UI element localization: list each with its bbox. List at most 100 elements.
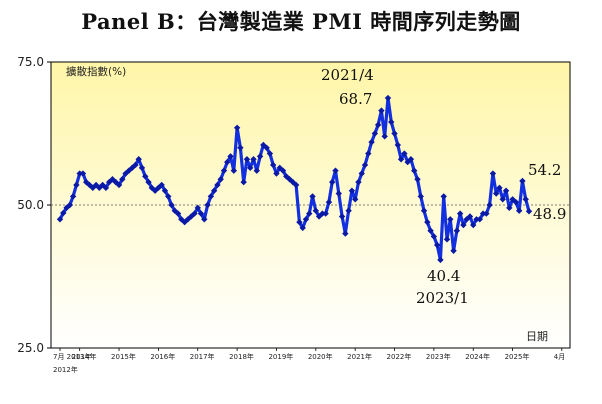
x-tick-label: 2025年 bbox=[505, 352, 530, 361]
x-tick-label: 2020年 bbox=[308, 352, 333, 361]
data-point-marker bbox=[486, 201, 493, 209]
data-point-marker bbox=[174, 210, 182, 217]
data-point-marker bbox=[335, 190, 342, 197]
data-point-marker bbox=[191, 210, 198, 217]
data-point-marker bbox=[473, 216, 480, 223]
data-point-marker bbox=[112, 178, 119, 186]
data-point-marker bbox=[483, 210, 490, 217]
data-point-marker bbox=[420, 207, 428, 214]
data-point-marker bbox=[201, 216, 208, 223]
data-point-marker bbox=[476, 216, 484, 223]
data-point-marker bbox=[217, 176, 224, 183]
data-point-marker bbox=[299, 224, 306, 232]
data-point-marker bbox=[161, 187, 169, 194]
x-axis-start-year: 2012年 bbox=[53, 365, 78, 374]
x-tick-label: 4月 bbox=[554, 353, 565, 361]
annotation-peak-date: 2021/4 bbox=[321, 66, 374, 84]
data-point-marker bbox=[319, 210, 326, 217]
annotations: 2021/4 68.7 40.4 2023/1 54.2 48.9 bbox=[321, 66, 566, 307]
data-point-marker bbox=[391, 130, 398, 137]
data-point-marker bbox=[312, 207, 320, 214]
annotation-trough-value: 40.4 bbox=[427, 267, 460, 285]
data-point-marker bbox=[332, 167, 339, 174]
data-point-marker bbox=[220, 167, 228, 174]
x-tick-label: 2023年 bbox=[426, 352, 451, 361]
data-point-marker bbox=[378, 107, 385, 114]
data-point-marker bbox=[525, 208, 533, 215]
annotation-trough-date: 2023/1 bbox=[416, 289, 469, 307]
y-tick-label: 25.0 bbox=[17, 341, 44, 355]
data-point-marker bbox=[69, 193, 77, 200]
data-point-marker bbox=[384, 94, 392, 102]
pmi-markers bbox=[56, 94, 533, 264]
data-point-marker bbox=[348, 187, 356, 194]
data-point-marker bbox=[181, 218, 188, 226]
data-point-marker bbox=[447, 216, 454, 223]
data-point-marker bbox=[358, 170, 365, 177]
x-tick-label: 2019年 bbox=[268, 352, 293, 361]
chart-title: Panel B：台灣製造業 PMI 時間序列走勢圖 bbox=[81, 9, 521, 34]
x-tick-label: 2014年 bbox=[72, 352, 97, 361]
data-point-marker bbox=[489, 170, 497, 177]
data-point-marker bbox=[368, 138, 375, 146]
data-point-marker bbox=[214, 181, 221, 189]
data-point-marker bbox=[165, 193, 172, 200]
data-point-marker bbox=[460, 221, 467, 229]
x-tick-label: 2024年 bbox=[465, 352, 490, 361]
data-point-marker bbox=[417, 193, 424, 200]
data-point-marker bbox=[315, 213, 323, 220]
data-point-marker bbox=[210, 187, 218, 194]
data-point-marker bbox=[512, 198, 520, 206]
data-point-marker bbox=[365, 150, 372, 157]
data-point-marker bbox=[453, 227, 461, 234]
data-point-marker bbox=[187, 213, 195, 220]
data-point-marker bbox=[440, 193, 447, 200]
data-point-marker bbox=[519, 177, 526, 185]
data-point-marker bbox=[260, 141, 267, 149]
data-point-marker bbox=[56, 216, 64, 223]
data-point-marker bbox=[470, 221, 477, 229]
data-point-marker bbox=[355, 178, 362, 186]
data-point-marker bbox=[168, 201, 175, 209]
data-point-marker bbox=[194, 204, 201, 212]
data-point-marker bbox=[309, 193, 316, 200]
data-point-marker bbox=[496, 184, 503, 192]
data-point-marker bbox=[401, 150, 408, 157]
data-point-marker bbox=[266, 150, 274, 157]
data-point-marker bbox=[250, 156, 257, 163]
data-point-marker bbox=[414, 176, 421, 183]
data-point-marker bbox=[325, 198, 333, 206]
data-point-marker bbox=[427, 227, 434, 234]
data-point-marker bbox=[269, 161, 277, 169]
x-tick-label: 2018年 bbox=[229, 352, 254, 361]
y-axis-ticks: 75.0 50.0 25.0 bbox=[17, 55, 51, 355]
x-tick-label: 7月 2013年 bbox=[53, 352, 92, 361]
data-point-marker bbox=[197, 210, 205, 217]
data-point-marker bbox=[207, 193, 215, 200]
data-point-marker bbox=[263, 144, 270, 151]
data-point-marker bbox=[424, 218, 431, 226]
annotation-latest-value: 48.9 bbox=[533, 205, 566, 223]
data-point-marker bbox=[407, 156, 415, 163]
y-tick-label: 50.0 bbox=[17, 198, 44, 212]
data-point-marker bbox=[522, 196, 529, 203]
annotation-latest-high: 54.2 bbox=[528, 161, 561, 179]
data-point-marker bbox=[138, 164, 146, 172]
data-point-marker bbox=[342, 230, 349, 237]
data-point-marker bbox=[443, 236, 451, 243]
data-point-marker bbox=[224, 158, 231, 166]
annotation-peak-value: 68.7 bbox=[339, 90, 372, 108]
data-point-marker bbox=[456, 210, 464, 217]
data-point-marker bbox=[397, 156, 405, 163]
data-point-marker bbox=[279, 167, 287, 174]
y-tick-label: 75.0 bbox=[17, 55, 44, 69]
data-point-marker bbox=[433, 241, 441, 249]
data-point-marker bbox=[493, 190, 500, 197]
data-point-marker bbox=[502, 187, 510, 194]
data-point-marker bbox=[158, 181, 165, 189]
data-point-marker bbox=[256, 153, 264, 160]
data-point-marker bbox=[230, 167, 238, 174]
data-point-marker bbox=[302, 216, 310, 223]
